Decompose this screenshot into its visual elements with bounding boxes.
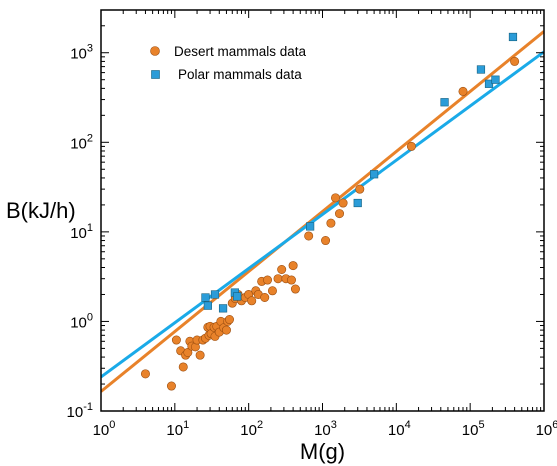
desert-data-point [273, 274, 283, 284]
legend-marker-polar [151, 70, 160, 79]
desert-data-point [195, 350, 205, 360]
polar-data-point [508, 32, 518, 42]
polar-data-point [353, 198, 362, 208]
polar-data-point [203, 301, 212, 310]
desert-data-point [178, 362, 188, 372]
x-axis-label: M(g) [300, 439, 345, 464]
desert-data-point [267, 286, 277, 296]
x-tick-label: 102 [240, 419, 263, 439]
desert-data-point [331, 193, 341, 203]
x-tick-label: 101 [166, 419, 189, 439]
desert-fit-line [101, 30, 544, 393]
desert-data-point [458, 86, 468, 96]
y-tick-labels: 10-1 100 101 102 103 [67, 43, 93, 421]
desert-data-point [304, 231, 314, 241]
desert-data-point [355, 184, 365, 194]
desert-data-point [326, 218, 336, 228]
desert-data-point [290, 284, 300, 294]
legend-marker-desert [150, 46, 160, 56]
data-points [140, 32, 520, 391]
desert-data-point [277, 265, 287, 275]
x-tick-labels: 100 101 102 103 104 105 106 [93, 419, 557, 439]
polar-data-point [306, 222, 315, 231]
y-tick-label: 103 [70, 43, 93, 63]
y-tick-label: 100 [70, 311, 93, 331]
legend: Desert mammals data Polar mammals data [150, 44, 307, 82]
legend-label-polar: Polar mammals data [178, 67, 302, 82]
x-tick-label: 100 [93, 419, 116, 439]
polar-data-point [233, 292, 242, 301]
fit-lines [101, 30, 544, 393]
y-axis-label: B(kJ/h) [6, 198, 76, 223]
y-tick-label: 101 [70, 222, 93, 242]
polar-data-point [440, 98, 449, 107]
desert-data-point [286, 275, 296, 285]
desert-data-point [321, 236, 331, 246]
desert-data-point [406, 141, 416, 151]
polar-data-point [201, 293, 210, 302]
desert-data-point [510, 56, 520, 66]
plot-frame [100, 9, 545, 412]
polar-fit-line [101, 50, 544, 379]
desert-data-point [288, 261, 298, 271]
legend-label-desert: Desert mammals data [174, 44, 307, 59]
y-tick-label: 10-1 [67, 401, 93, 421]
polar-data-point [218, 304, 228, 313]
x-tick-label: 104 [388, 419, 411, 439]
desert-data-point [260, 293, 270, 303]
polar-data-point [370, 170, 379, 179]
desert-data-point [224, 315, 234, 325]
x-tick-label: 103 [314, 419, 337, 439]
desert-data-point [247, 296, 257, 306]
desert-data-point [338, 198, 348, 208]
polar-data-point [476, 65, 486, 74]
desert-data-point [140, 369, 150, 379]
desert-data-point [335, 209, 345, 219]
polar-data-point [491, 75, 500, 84]
desert-data-point [166, 381, 176, 391]
desert-data-point [263, 275, 273, 285]
desert-data-point [183, 347, 193, 357]
desert-data-point [221, 325, 231, 335]
polar-data-point [210, 290, 220, 299]
x-tick-label: 105 [462, 419, 485, 439]
x-tick-label: 106 [536, 419, 557, 439]
desert-data-point [171, 335, 181, 345]
y-tick-label: 102 [70, 132, 93, 152]
